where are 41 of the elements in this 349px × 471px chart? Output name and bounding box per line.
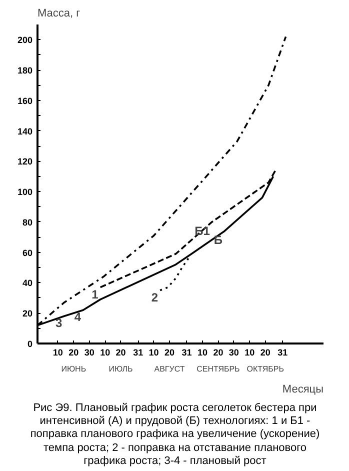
y-tick-label: 100 bbox=[17, 187, 33, 198]
x-tick-label: 20 bbox=[213, 348, 224, 358]
y-tick-label: 40 bbox=[22, 278, 33, 288]
text: ИЮЛЬ bbox=[108, 364, 133, 374]
annotation: Б1 bbox=[194, 224, 210, 238]
y-tick-label: 180 bbox=[17, 66, 33, 76]
text: Рис Э9. Плановый график роста сеголеток бестера при интенсивной (А) и прудовой (Б) технологиях: 1 и Б1 - поправка планового графика на увеличение (ускорение) темпа роста; 2 - поправка на отставание планового графика роста; 3-4 - плановый рост bbox=[29, 402, 321, 468]
text: ИЮНЬ bbox=[61, 364, 86, 374]
y-tick-label: 120 bbox=[17, 156, 33, 167]
x-tick-label: 31 bbox=[133, 348, 144, 358]
y-tick-label: 0 bbox=[27, 339, 33, 349]
x-tick-label: 10 bbox=[148, 348, 159, 358]
y-tick-label: 140 bbox=[17, 126, 33, 136]
x-tick-label: 31 bbox=[182, 348, 192, 358]
x-tick-label: 10 bbox=[52, 348, 63, 358]
annotation: 2 bbox=[151, 290, 158, 304]
line-series bbox=[159, 258, 190, 292]
x-tick-label: 31 bbox=[278, 348, 288, 358]
x-tick-label: 30 bbox=[228, 348, 239, 358]
y-axis-title: Масса, г bbox=[38, 8, 80, 20]
annotation: Б bbox=[214, 233, 223, 248]
y-tick-label: 60 bbox=[22, 248, 33, 258]
x-tick-label: 30 bbox=[84, 348, 94, 358]
x-tick-label: 10 bbox=[100, 348, 110, 358]
x-tick-label: 20 bbox=[116, 348, 126, 358]
y-tick-label: 160 bbox=[17, 96, 33, 106]
x-tick-label: 10 bbox=[244, 348, 255, 358]
x-tick-label: 20 bbox=[260, 348, 270, 358]
y-tick-label: 20 bbox=[22, 308, 33, 319]
y-tick-label: 80 bbox=[22, 217, 33, 228]
annotation: 1 bbox=[92, 287, 99, 302]
text: ОКТЯБРЬ bbox=[246, 364, 284, 374]
x-tick-label: 20 bbox=[164, 348, 175, 358]
text: СЕНТЯБРЬ bbox=[196, 364, 240, 374]
y-tick-label: 200 bbox=[17, 35, 33, 46]
x-tick-label: 10 bbox=[197, 348, 208, 358]
annotation: 4 bbox=[74, 310, 82, 324]
x-axis-title: Месяцы bbox=[282, 384, 324, 396]
annotation: 3 bbox=[56, 316, 63, 330]
x-tick-label: 20 bbox=[68, 348, 79, 358]
text: АВГУСТ bbox=[154, 364, 185, 374]
